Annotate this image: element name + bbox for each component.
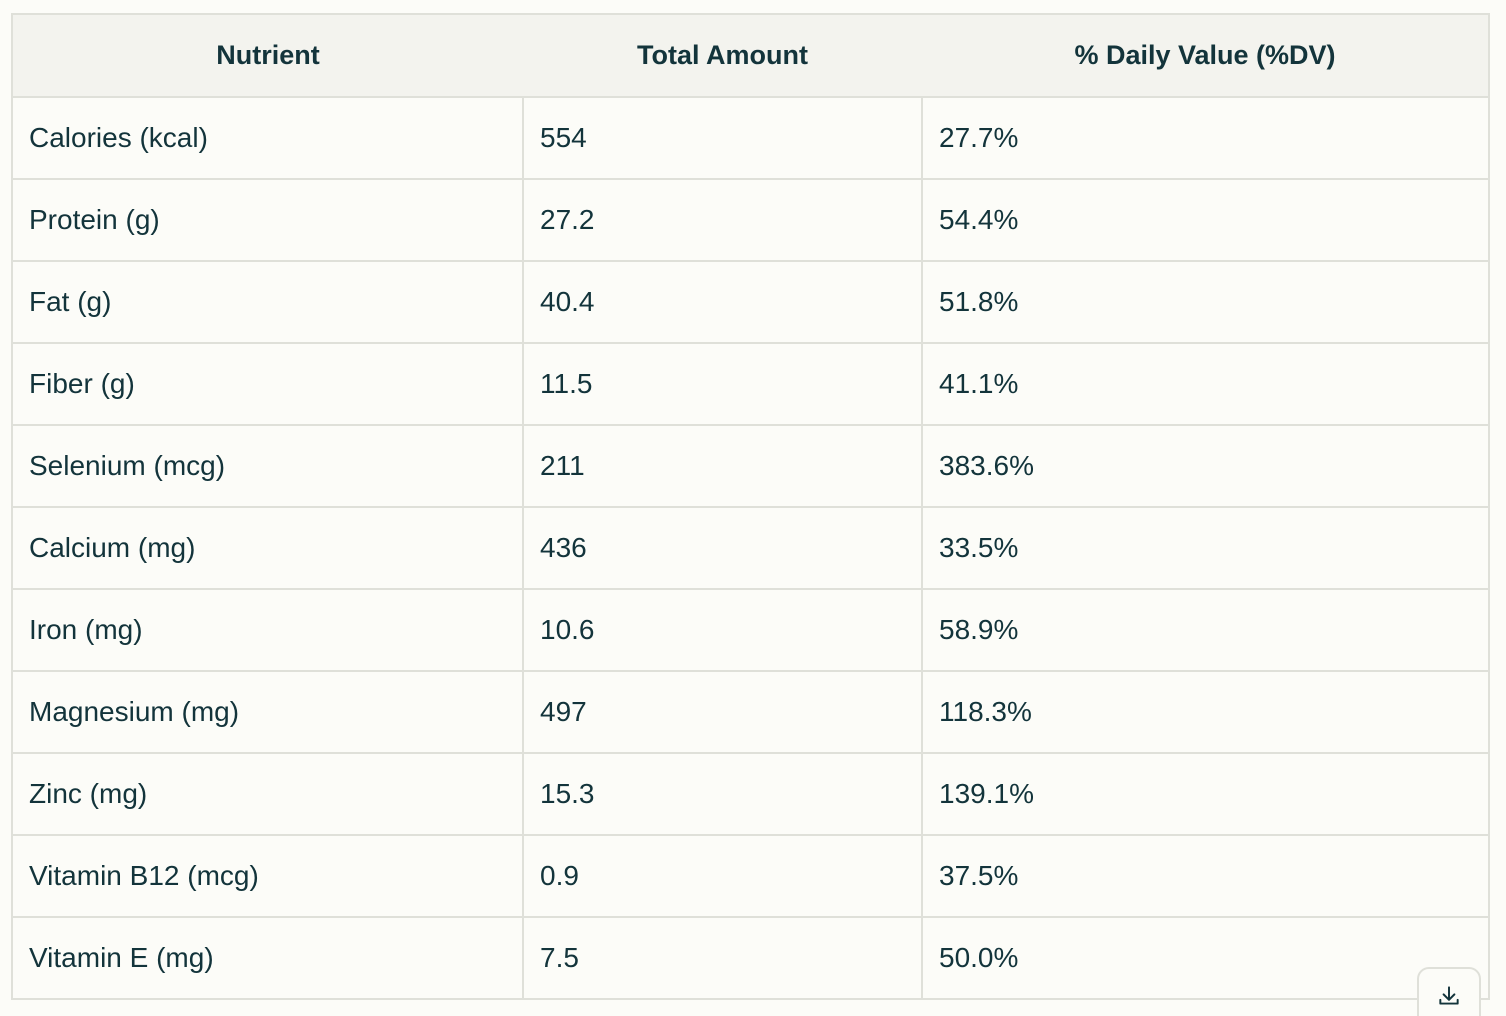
cell-total-amount: 15.3 — [522, 753, 922, 836]
cell-total-amount: 7.5 — [522, 917, 922, 1000]
cell-total-amount: 0.9 — [522, 835, 922, 918]
cell-nutrient: Magnesium (mg) — [13, 671, 523, 754]
table-row: Calories (kcal) 554 27.7% — [13, 97, 1488, 180]
cell-total-amount: 436 — [522, 507, 922, 590]
table-row: Vitamin B12 (mcg) 0.9 37.5% — [13, 835, 1488, 918]
table-row: Zinc (mg) 15.3 139.1% — [13, 753, 1488, 836]
cell-nutrient: Calories (kcal) — [13, 97, 523, 180]
cell-total-amount: 11.5 — [522, 343, 922, 426]
cell-total-amount: 497 — [522, 671, 922, 754]
column-header-total-amount: Total Amount — [523, 15, 922, 98]
cell-daily-value: 41.1% — [921, 343, 1488, 426]
cell-daily-value: 54.4% — [921, 179, 1488, 262]
cell-daily-value: 50.0% — [921, 917, 1488, 1000]
cell-daily-value: 139.1% — [921, 753, 1488, 836]
cell-daily-value: 27.7% — [921, 97, 1488, 180]
column-header-nutrient: Nutrient — [13, 15, 523, 98]
cell-total-amount: 10.6 — [522, 589, 922, 672]
cell-nutrient: Fat (g) — [13, 261, 523, 344]
table-row: Calcium (mg) 436 33.5% — [13, 507, 1488, 590]
cell-nutrient: Zinc (mg) — [13, 753, 523, 836]
nutrient-table-container: Nutrient Total Amount % Daily Value (%DV… — [11, 13, 1490, 1000]
table-row: Fiber (g) 11.5 41.1% — [13, 343, 1488, 426]
cell-total-amount: 554 — [522, 97, 922, 180]
table-row: Vitamin E (mg) 7.5 50.0% — [13, 917, 1488, 1000]
cell-total-amount: 40.4 — [522, 261, 922, 344]
cell-total-amount: 211 — [522, 425, 922, 508]
cell-nutrient: Calcium (mg) — [13, 507, 523, 590]
cell-nutrient: Vitamin E (mg) — [13, 917, 523, 1000]
cell-daily-value: 51.8% — [921, 261, 1488, 344]
table-row: Protein (g) 27.2 54.4% — [13, 179, 1488, 262]
download-icon — [1439, 986, 1459, 1005]
cell-nutrient: Iron (mg) — [13, 589, 523, 672]
cell-nutrient: Vitamin B12 (mcg) — [13, 835, 523, 918]
table-row: Iron (mg) 10.6 58.9% — [13, 589, 1488, 672]
cell-nutrient: Fiber (g) — [13, 343, 523, 426]
cell-total-amount: 27.2 — [522, 179, 922, 262]
cell-nutrient: Selenium (mcg) — [13, 425, 523, 508]
cell-daily-value: 58.9% — [921, 589, 1488, 672]
table-row: Magnesium (mg) 497 118.3% — [13, 671, 1488, 754]
nutrient-table: Nutrient Total Amount % Daily Value (%DV… — [13, 15, 1488, 1000]
cell-daily-value: 33.5% — [921, 507, 1488, 590]
column-header-daily-value: % Daily Value (%DV) — [922, 15, 1488, 98]
table-header-row: Nutrient Total Amount % Daily Value (%DV… — [13, 15, 1488, 98]
cell-daily-value: 383.6% — [921, 425, 1488, 508]
cell-nutrient: Protein (g) — [13, 179, 523, 262]
table-body: Calories (kcal) 554 27.7% Protein (g) 27.2 54… — [13, 97, 1488, 1000]
cell-daily-value: 37.5% — [921, 835, 1488, 918]
cell-daily-value: 118.3% — [921, 671, 1488, 754]
download-button[interactable] — [1417, 967, 1481, 1016]
table-row: Selenium (mcg) 211 383.6% — [13, 425, 1488, 508]
table-row: Fat (g) 40.4 51.8% — [13, 261, 1488, 344]
